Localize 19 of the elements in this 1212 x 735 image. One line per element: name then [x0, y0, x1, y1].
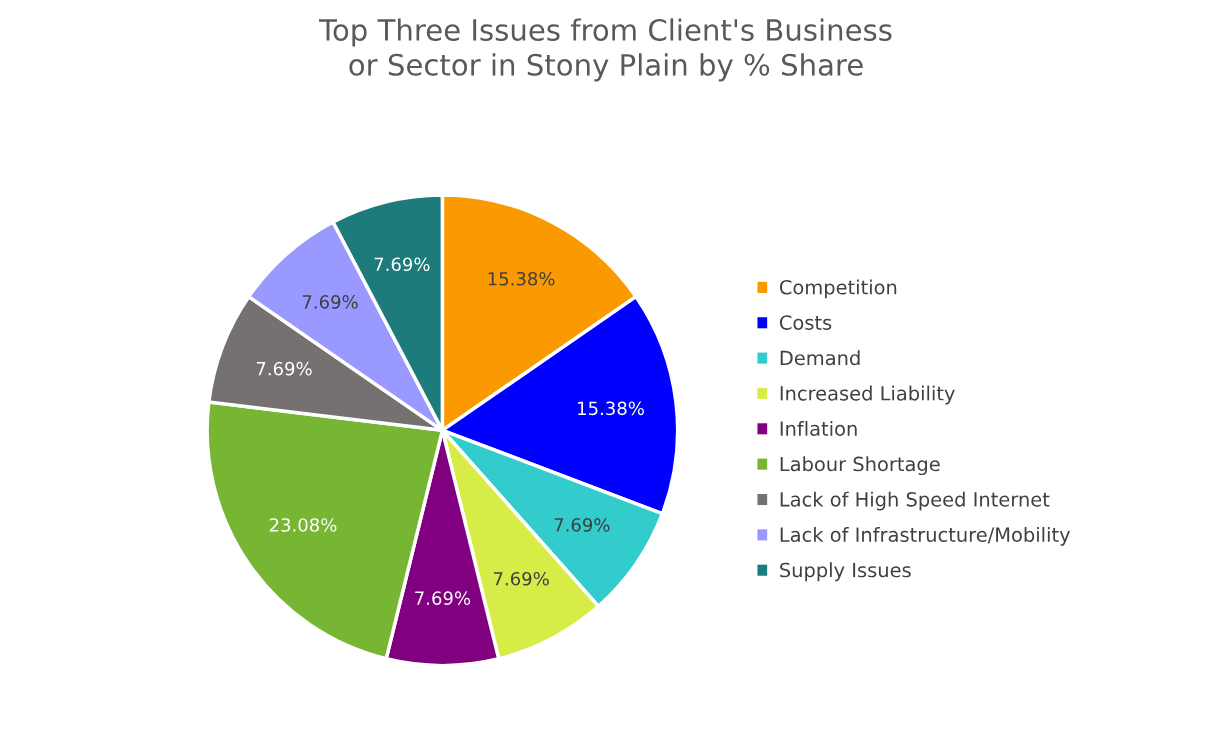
legend-label: Increased Liability [780, 385, 955, 405]
data-label: 7.69% [302, 295, 358, 309]
chart-title: Top Three Issues from Client's Business or Sector in Stony Plain by % Share [319, 18, 892, 82]
data-label: 7.69% [415, 591, 471, 605]
legend-label: Labour Shortage [780, 456, 940, 476]
data-label: 15.38% [578, 401, 644, 416]
legend-label: Competition [779, 279, 897, 299]
data-label: 23.08% [269, 518, 337, 532]
data-label: 7.69% [256, 361, 312, 376]
legend-label: Inflation [780, 420, 857, 436]
data-label: 7.69% [493, 571, 549, 586]
legend-label: Lack of High Speed Internet [780, 491, 1050, 511]
legend-label: Demand [780, 350, 860, 366]
legend-label: Supply Issues [780, 562, 911, 582]
data-label: 7.69% [554, 518, 610, 532]
data-label: 7.69% [374, 257, 430, 272]
legend-label: Costs [779, 315, 832, 330]
data-label: 15.38% [488, 271, 555, 286]
legend-label: Lack of Infrastructure/Mobility [780, 526, 1071, 546]
